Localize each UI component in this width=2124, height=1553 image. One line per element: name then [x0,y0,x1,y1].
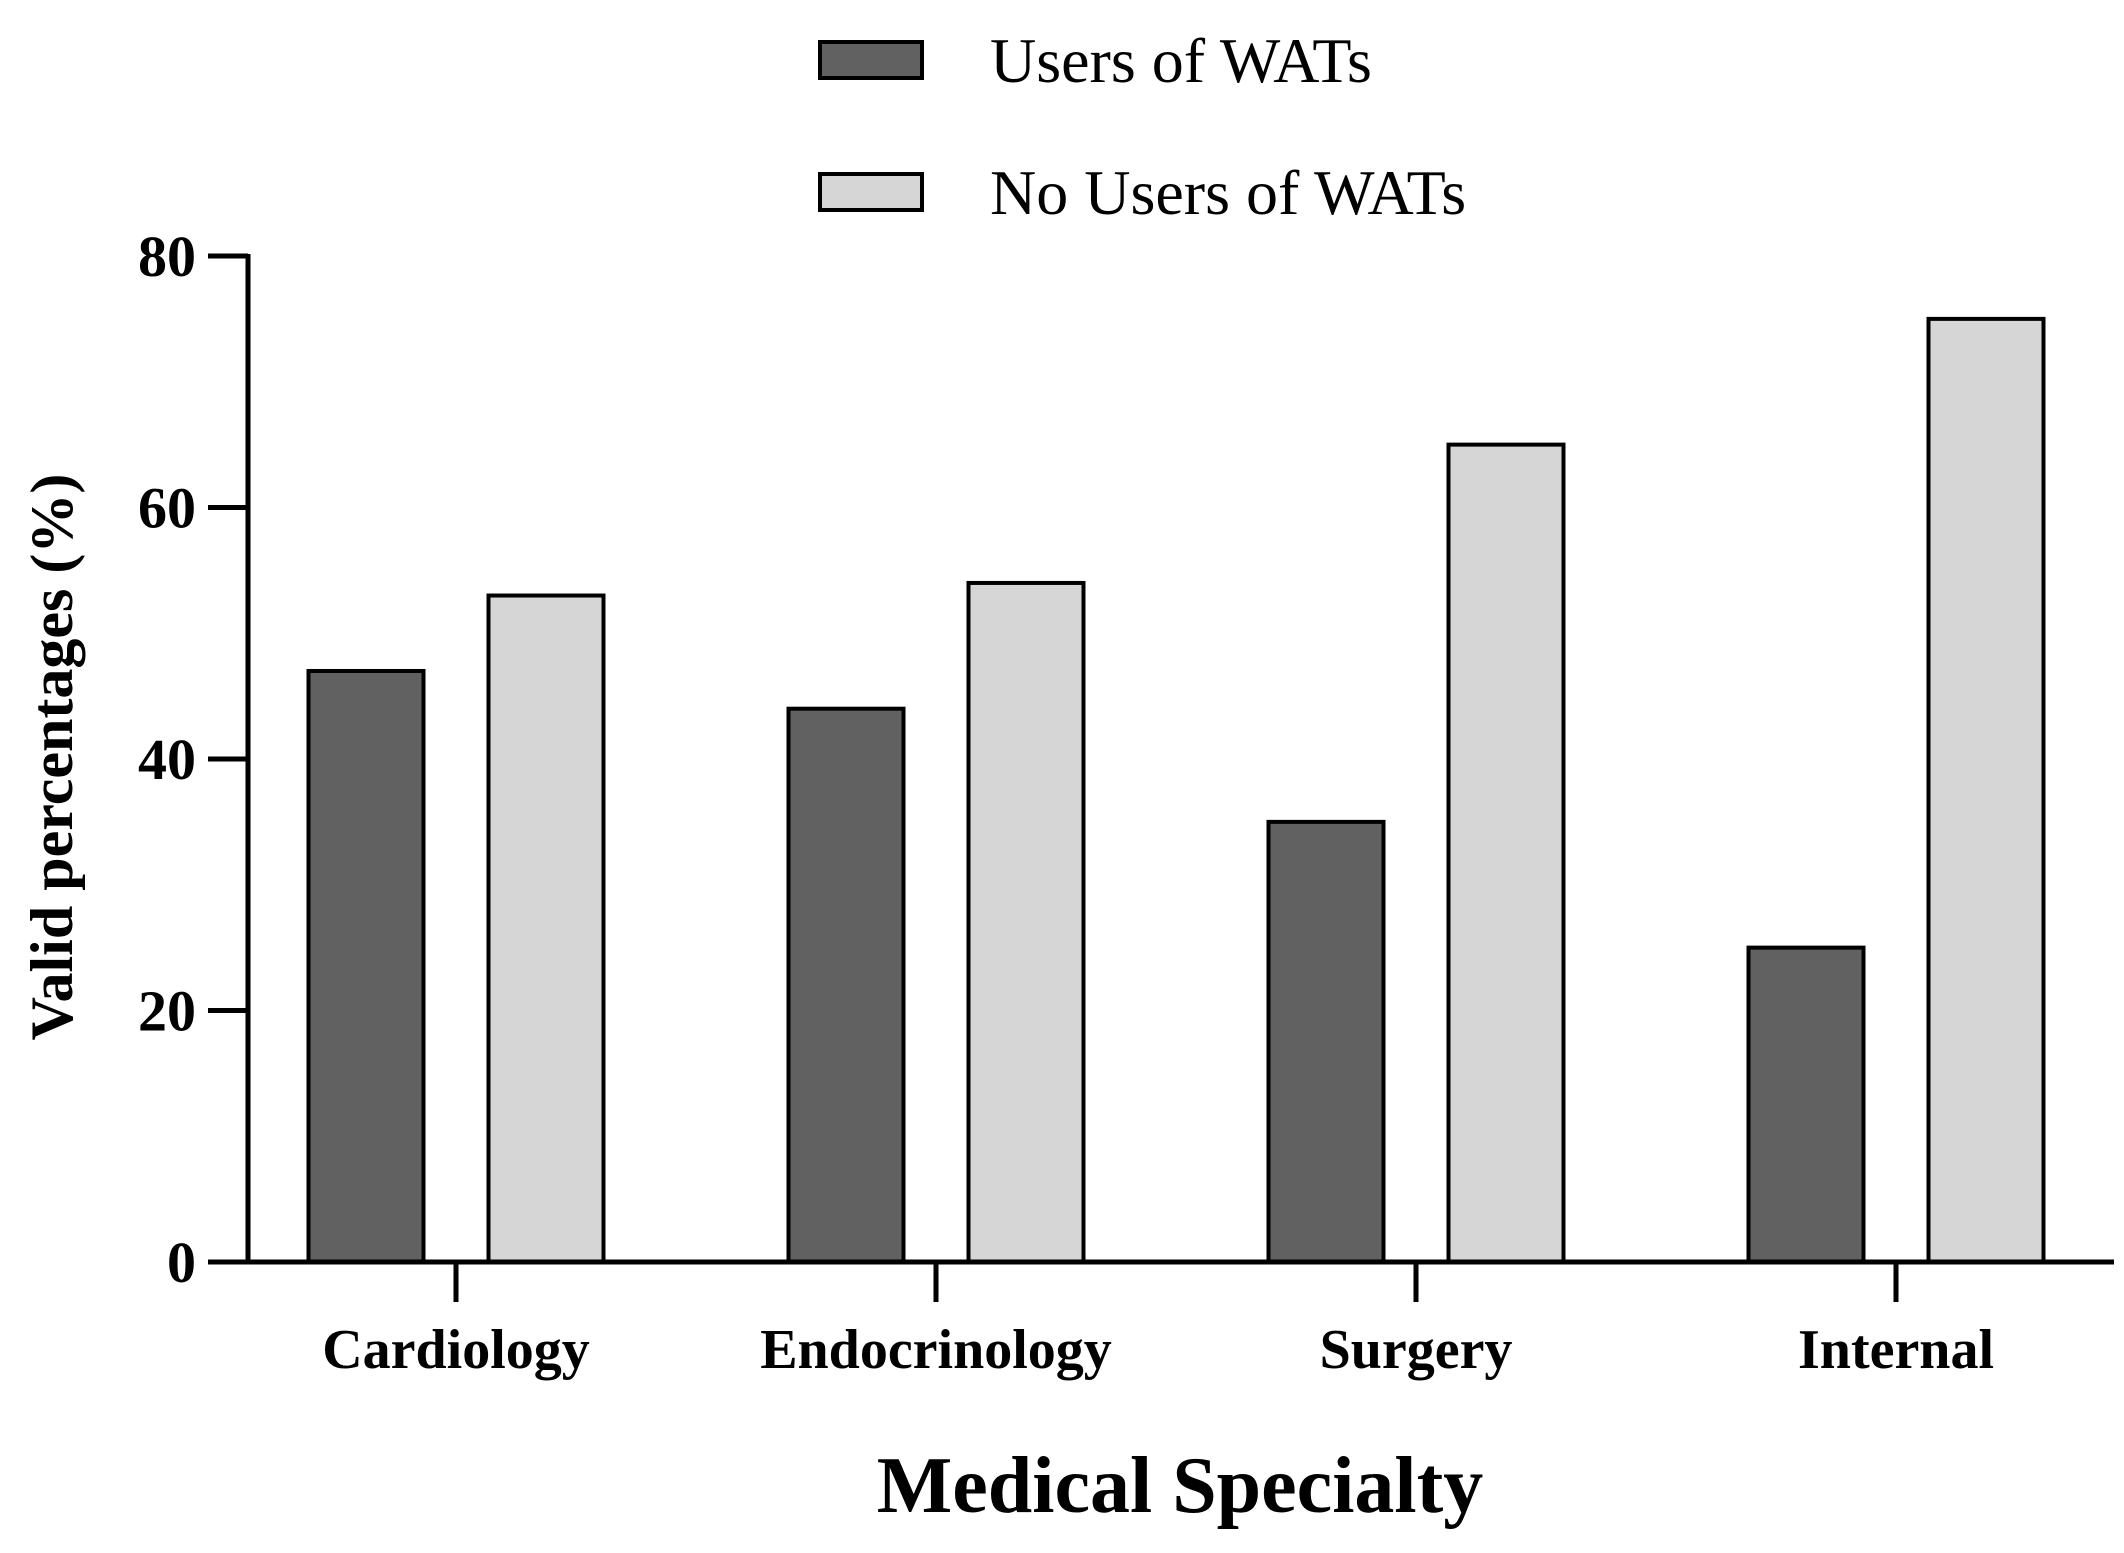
y-tick-label: 60 [138,476,196,541]
bars-group [306,316,2046,1264]
x-tick-label-endocrinology: Endocrinology [760,1319,1112,1381]
x-tick-label-internal: Internal [1798,1319,1994,1381]
axes-group: 0 20 40 60 80 Cardiology Endocrinology Surgery I… [138,224,2114,1381]
bar-no-users-cardiology [486,593,606,1264]
legend-swatch-no-users [818,172,924,212]
x-axis-title: Medical Specialty [877,1442,1484,1530]
legend-label-no-users: No Users of WATs [990,157,1466,228]
legend-label-users: Users of WATs [990,25,1372,96]
bar-users-internal [1746,945,1866,1264]
legend-swatch-users [818,40,924,80]
y-axis-title: Valid percentages (%) [19,474,85,1041]
x-tick-label-cardiology: Cardiology [322,1319,590,1381]
bar-users-cardiology [306,668,426,1264]
y-tick-label: 0 [167,1230,196,1295]
bar-no-users-surgery [1446,442,1566,1264]
bar-users-endocrinology [786,706,906,1264]
bar-users-surgery [1266,819,1386,1264]
bar-no-users-endocrinology [966,580,1086,1264]
bar-no-users-internal [1926,316,2046,1264]
x-tick-label-surgery: Surgery [1320,1319,1513,1381]
legend: Users of WATs No Users of WATs [818,25,1466,228]
y-tick-label: 20 [138,979,196,1044]
y-tick-label: 40 [138,727,196,792]
y-tick-label: 80 [138,224,196,289]
